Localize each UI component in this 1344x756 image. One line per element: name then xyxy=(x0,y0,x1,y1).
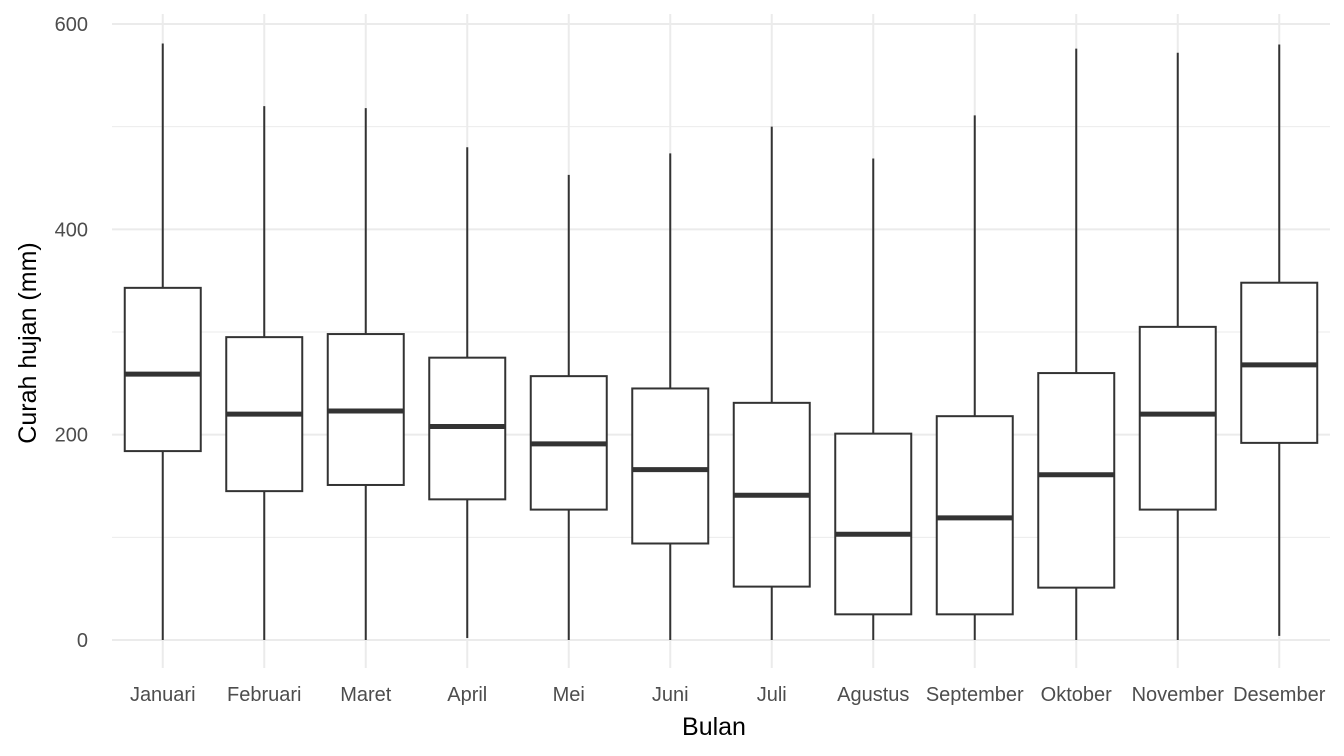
x-tick-label: Agustus xyxy=(837,684,909,706)
y-tick-label: 200 xyxy=(55,425,88,447)
x-tick-label: September xyxy=(926,684,1024,706)
box-series xyxy=(123,43,1319,640)
y-axis-tick-labels: 0 200 400 600 xyxy=(55,14,88,652)
box-desember xyxy=(1240,44,1319,636)
box-mei xyxy=(529,174,608,640)
box-februari xyxy=(225,106,304,640)
x-axis-title: Bulan xyxy=(682,713,746,741)
box-iqr xyxy=(1037,372,1116,589)
box-iqr xyxy=(935,415,1014,616)
x-tick-label: Januari xyxy=(130,684,196,706)
box-iqr xyxy=(123,286,202,453)
y-axis-title: Curah hujan (mm) xyxy=(14,242,42,443)
box-iqr xyxy=(1138,325,1217,511)
box-agustus xyxy=(834,158,913,640)
box-juli xyxy=(732,126,811,640)
x-axis-tick-labels: Januari Februari Maret April Mei Juni Juli Agus… xyxy=(130,684,1326,706)
box-oktober xyxy=(1037,48,1116,640)
box-januari xyxy=(123,43,202,640)
box-april xyxy=(428,147,507,638)
y-tick-label: 0 xyxy=(77,630,88,652)
box-iqr xyxy=(834,432,913,616)
x-tick-label: Juli xyxy=(757,684,787,706)
box-iqr xyxy=(631,387,710,545)
x-tick-label: Oktober xyxy=(1041,684,1112,706)
box-juni xyxy=(631,153,710,640)
y-tick-label: 400 xyxy=(55,219,88,241)
x-tick-label: Mei xyxy=(553,684,585,706)
y-tick-label: 600 xyxy=(55,14,88,36)
minor-gridlines xyxy=(112,126,1330,538)
box-september xyxy=(935,115,1014,640)
x-tick-label: Desember xyxy=(1233,684,1326,706)
x-tick-label: Juni xyxy=(652,684,689,706)
x-tick-label: April xyxy=(447,684,487,706)
x-tick-label: Maret xyxy=(340,684,392,706)
box-maret xyxy=(326,108,405,640)
box-november xyxy=(1138,52,1217,640)
x-tick-label: November xyxy=(1132,684,1225,706)
x-tick-label: Februari xyxy=(227,684,301,706)
